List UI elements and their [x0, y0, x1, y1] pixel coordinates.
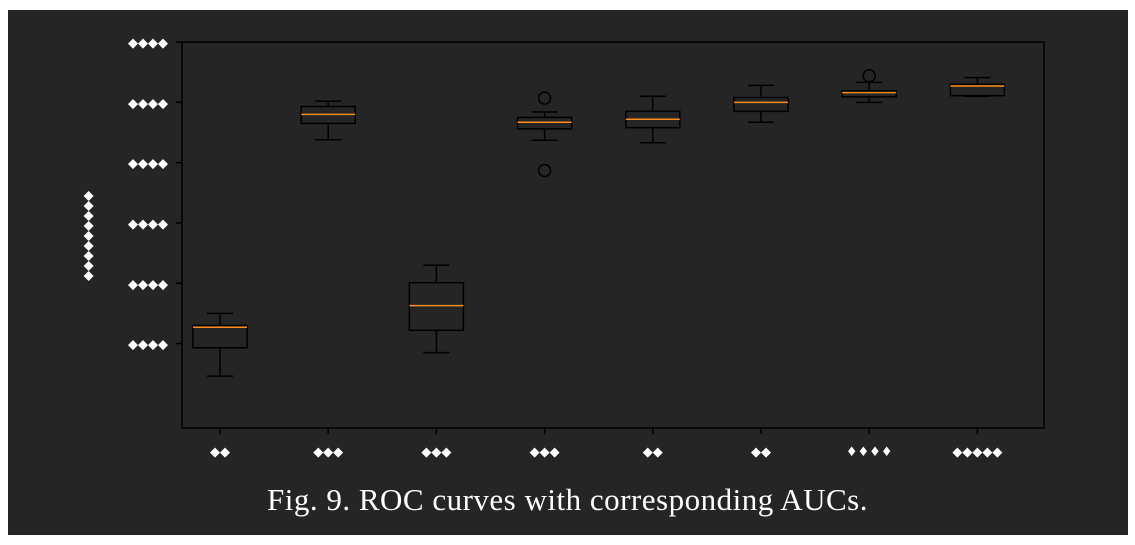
box-iqr — [841, 90, 897, 98]
y-axis-label: ◆◆◆◆◆◆◆◆◆ — [81, 191, 96, 281]
plot-frame — [181, 41, 1045, 429]
outlier-point — [537, 163, 552, 178]
x-tick-label: ◆◆◆ — [530, 445, 560, 460]
box-iqr — [516, 116, 573, 130]
box-group — [949, 76, 1006, 98]
box-iqr — [408, 281, 465, 332]
box-group — [516, 91, 573, 178]
x-tick-label: ◆◆ — [643, 445, 663, 460]
x-tick-label: ♦♦♦♦ — [846, 445, 893, 460]
outlier-point — [862, 69, 876, 83]
box-group — [300, 100, 356, 141]
figure-caption: Fig. 9. ROC curves with corresponding AU… — [266, 482, 868, 517]
y-tick-label: ◆◆◆◆ — [128, 36, 168, 51]
box-group — [625, 95, 681, 144]
x-tick-label: ◆◆◆ — [421, 445, 451, 460]
box-iqr — [949, 83, 1006, 97]
x-tick-label: ◆◆ — [210, 445, 230, 460]
y-tick-label: ◆◆◆◆ — [128, 277, 168, 292]
box-group — [192, 312, 248, 377]
figure-background — [8, 10, 1128, 535]
box-group — [841, 69, 897, 104]
x-tick-label: ◆◆ — [751, 445, 771, 460]
box-iqr — [733, 96, 789, 113]
y-tick-label: ◆◆◆◆ — [128, 217, 168, 232]
box-group — [733, 84, 789, 123]
x-tick-label: ◆◆◆ — [313, 445, 343, 460]
x-tick-label: ◆◆◆◆◆ — [952, 445, 1002, 460]
y-tick-label: ◆◆◆◆ — [128, 157, 168, 172]
y-tick-label: ◆◆◆◆ — [128, 96, 168, 111]
box-group — [408, 264, 465, 354]
outlier-point — [537, 91, 552, 105]
box-iqr — [192, 324, 248, 349]
y-tick-label: ◆◆◆◆ — [128, 338, 168, 353]
